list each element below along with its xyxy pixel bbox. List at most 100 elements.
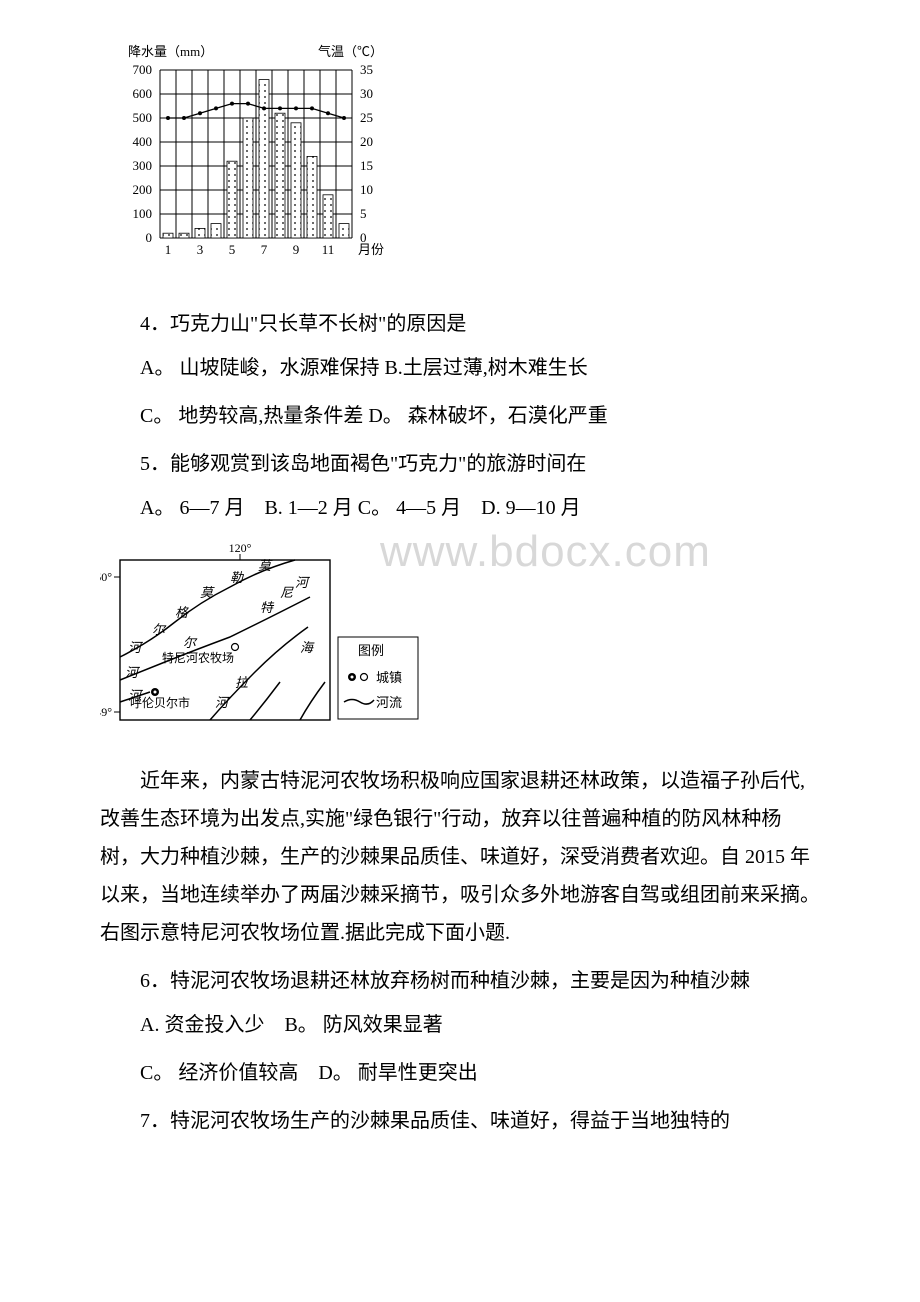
temp-marker xyxy=(310,106,314,110)
legend-title: 图例 xyxy=(358,643,384,658)
temp-marker xyxy=(182,116,186,120)
precip-bar xyxy=(323,195,333,238)
q4-options-line2: C。 地势较高,热量条件差 D。 森林破坏，石漠化严重 xyxy=(100,397,820,435)
river-2 xyxy=(120,597,310,680)
lat-label-bottom: 49° xyxy=(100,705,112,719)
passage-text: 近年来，内蒙古特泥河农牧场积极响应国家退耕还林政策，以造福子孙后代,改善生态环境… xyxy=(100,762,820,952)
precip-bar xyxy=(339,224,349,238)
temp-marker xyxy=(214,106,218,110)
y1-tick: 400 xyxy=(133,134,153,149)
river-char: 莫 xyxy=(200,585,215,600)
x-tick: 3 xyxy=(197,242,204,257)
city-marker-inner xyxy=(154,691,157,694)
precip-bar xyxy=(211,224,221,238)
q4-optC: C。 地势较高,热量条件差 xyxy=(140,405,363,427)
q5-optC: C。 4—5 月 xyxy=(358,497,461,519)
y1-tick: 500 xyxy=(133,110,153,125)
q6-optC: C。 经济价值较高 xyxy=(140,1062,298,1084)
q5-optD: D. 9—10 月 xyxy=(481,497,580,519)
legend-river-icon xyxy=(344,700,374,705)
q4-optB: B.土层过薄,树木难生长 xyxy=(384,357,587,379)
precip-bar xyxy=(275,113,285,238)
y2-axis-label: 气温（℃） xyxy=(318,44,383,59)
y2-tick: 5 xyxy=(360,206,367,221)
y2-tick: 20 xyxy=(360,134,373,149)
precip-bar xyxy=(195,228,205,238)
temp-marker xyxy=(278,106,282,110)
river-char: 格 xyxy=(175,605,189,620)
city-label: 呼伦贝尔市 xyxy=(130,695,190,710)
precip-bar xyxy=(179,233,189,238)
temp-marker xyxy=(198,111,202,115)
y2-tick: 25 xyxy=(360,110,373,125)
q5-options: A。 6—7 月 B. 1—2 月 C。 4—5 月 D. 9—10 月 xyxy=(100,489,820,527)
river-char: 拉 xyxy=(235,675,250,690)
y2-tick: 10 xyxy=(360,182,373,197)
q4-optA: A。 山坡陡峻，水源难保持 xyxy=(140,357,379,379)
river-char: 尔 xyxy=(152,622,167,637)
q5-optB: B. 1—2 月 xyxy=(264,497,352,519)
y1-tick: 200 xyxy=(133,182,153,197)
y1-tick: 0 xyxy=(146,230,153,245)
x-tick: 9 xyxy=(293,242,300,257)
river-char: 河 xyxy=(215,695,231,710)
river-char: 河 xyxy=(128,640,144,655)
q6-optB: B。 防风效果显著 xyxy=(284,1014,442,1036)
location-map-svg: 120° 50° 49° 莫 勒 莫 格 尔 河 特 尼 河 河 河 拉 河 海… xyxy=(100,542,430,742)
temp-marker xyxy=(262,106,266,110)
river-char: 海 xyxy=(300,640,315,655)
farm-label: 特尼河农牧场 xyxy=(162,650,234,665)
precip-bar xyxy=(259,80,269,238)
q4-stem: 4．巧克力山"只长草不长树"的原因是 xyxy=(100,305,820,343)
q5-stem: 5．能够观赏到该岛地面褐色"巧克力"的旅游时间在 xyxy=(100,445,820,483)
x-tick: 11 xyxy=(322,242,335,257)
q4-options-line1: A。 山坡陡峻，水源难保持 B.土层过薄,树木难生长 xyxy=(100,349,820,387)
temp-marker xyxy=(166,116,170,120)
q6-options-line1: A. 资金投入少 B。 防风效果显著 xyxy=(100,1006,820,1044)
x-tick: 7 xyxy=(261,242,268,257)
q4-optD: D。 森林破坏，石漠化严重 xyxy=(368,405,607,427)
y1-axis-label: 降水量（mm） xyxy=(128,44,213,59)
x-axis-label: 月份 xyxy=(358,242,384,257)
river-char: 尼 xyxy=(280,585,294,600)
temp-marker xyxy=(326,111,330,115)
climate-chart: 降水量（mm） 气温（℃） xyxy=(100,40,820,285)
river-char: 勒 xyxy=(230,570,245,585)
temp-marker xyxy=(342,116,346,120)
q6-options-line2: C。 经济价值较高 D。 耐旱性更突出 xyxy=(100,1054,820,1092)
legend-city-label: 城镇 xyxy=(376,670,402,685)
precip-bar xyxy=(307,156,317,238)
location-map: www.bdocx.com 120° 50° 49° 莫 勒 莫 格 尔 河 特… xyxy=(100,542,820,747)
q7-stem: 7．特泥河农牧场生产的沙棘果品质佳、味道好，得益于当地独特的 xyxy=(100,1102,820,1140)
q6-optA: A. 资金投入少 xyxy=(140,1014,264,1036)
temp-marker xyxy=(230,102,234,106)
lat-label-top: 50° xyxy=(100,570,112,584)
precip-bar xyxy=(227,161,237,238)
river-char: 莫 xyxy=(258,558,273,573)
river-char: 特 xyxy=(260,600,275,615)
lon-label: 120° xyxy=(229,542,252,555)
climate-chart-svg: 降水量（mm） 气温（℃） xyxy=(100,40,410,285)
precip-bar xyxy=(291,123,301,238)
legend-city-icon-inner xyxy=(351,676,354,679)
y2-tick: 35 xyxy=(360,62,373,77)
precip-bar xyxy=(163,233,173,238)
farm-marker xyxy=(232,644,239,651)
y2-tick: 15 xyxy=(360,158,373,173)
y1-tick: 100 xyxy=(133,206,153,221)
y2-tick: 30 xyxy=(360,86,373,101)
q5-optA: A。 6—7 月 xyxy=(140,497,244,519)
legend-town-icon xyxy=(361,674,368,681)
precip-bar xyxy=(243,118,253,238)
q6-stem: 6．特泥河农牧场退耕还林放弃杨树而种植沙棘，主要是因为种植沙棘 xyxy=(100,962,820,1000)
y1-tick: 300 xyxy=(133,158,153,173)
legend-river-label: 河流 xyxy=(376,695,402,710)
y1-tick: 600 xyxy=(133,86,153,101)
y1-tick: 700 xyxy=(133,62,153,77)
temp-marker xyxy=(294,106,298,110)
x-tick: 5 xyxy=(229,242,236,257)
x-tick: 1 xyxy=(165,242,172,257)
q6-optD: D。 耐旱性更突出 xyxy=(318,1062,477,1084)
river-5 xyxy=(250,682,280,720)
river-char: 尔 xyxy=(183,635,198,650)
